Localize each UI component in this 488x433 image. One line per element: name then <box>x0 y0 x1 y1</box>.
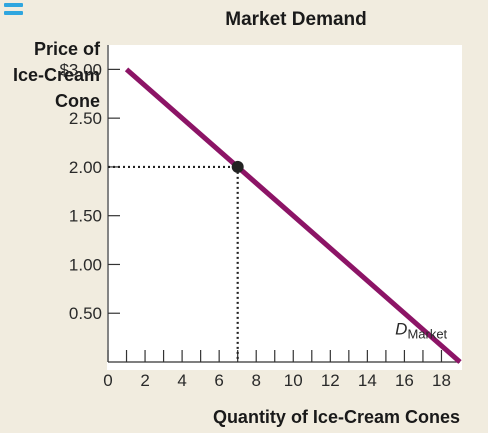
menu-icon-bar <box>4 11 23 15</box>
tick-labels: $3.00 2.50 2.00 1.50 1.00 0.50 0 2 4 6 8 10 12 14 16 18… <box>59 60 450 390</box>
axes <box>107 45 460 363</box>
guide-lines <box>108 165 239 362</box>
x-tick-label: 12 <box>321 371 340 390</box>
menu-icon-bar <box>4 3 23 7</box>
y-axis-label-line-2: Ice-Cream <box>13 65 100 85</box>
series <box>124 67 462 364</box>
x-tick-label: 10 <box>284 371 303 390</box>
x-tick-label: 8 <box>251 371 260 390</box>
x-tick-label: 14 <box>358 371 377 390</box>
demand-curve <box>124 67 462 364</box>
demand-curve-label-subscript: Market <box>407 327 447 342</box>
y-axis-label-line-3: Cone <box>55 91 100 111</box>
y-tick-label: 1.00 <box>69 255 102 274</box>
x-axis-label: Quantity of Ice-Cream Cones <box>213 407 460 427</box>
x-tick-label: 18 <box>432 371 451 390</box>
y-tick-label: 0.50 <box>69 304 102 323</box>
y-tick-label: $3.00 <box>59 60 102 79</box>
menu-icon[interactable] <box>4 2 24 18</box>
y-axis-label-line-1: Price of <box>34 39 101 59</box>
demand-curve-label: DMarket <box>395 320 447 342</box>
highlight-point <box>231 160 244 173</box>
x-tick-label: 0 <box>103 371 112 390</box>
x-tick-label: 6 <box>214 371 223 390</box>
x-tick-label: 16 <box>395 371 414 390</box>
y-tick-label: 1.50 <box>69 207 102 226</box>
chart-title: Market Demand <box>225 9 367 30</box>
y-tick-label: 2.50 <box>69 109 102 128</box>
x-tick-label: 2 <box>140 371 149 390</box>
x-tick-label: 4 <box>177 371 186 390</box>
y-tick-label: 2.00 <box>69 158 102 177</box>
demand-curve-label-main: D <box>395 320 407 339</box>
